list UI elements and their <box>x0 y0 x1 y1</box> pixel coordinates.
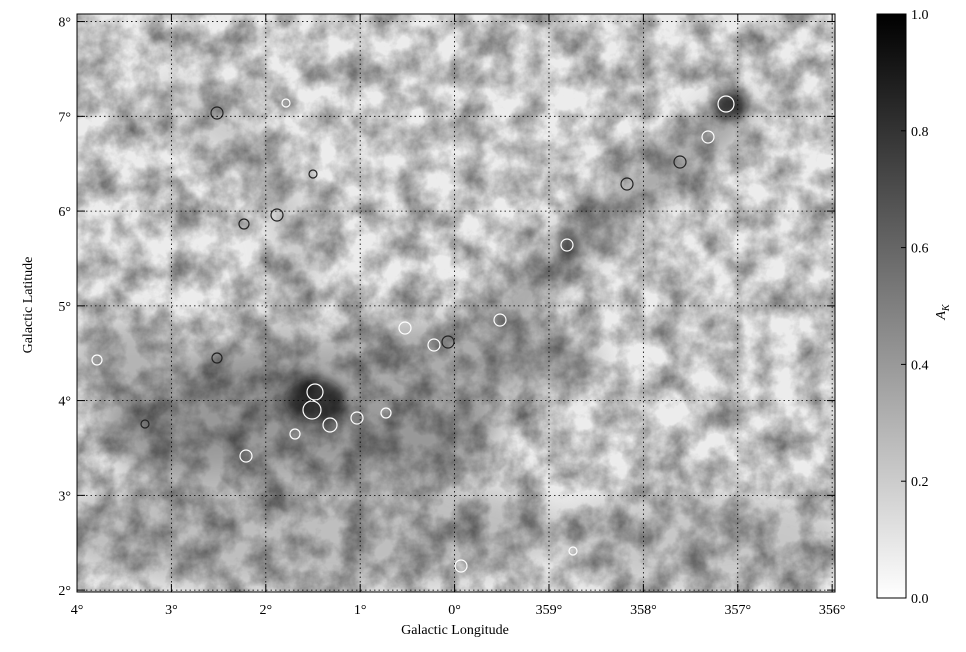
colorbar-tick-label: 0.6 <box>911 242 929 257</box>
colorbar-label: AK <box>934 303 952 321</box>
x-tick-label: 359° <box>536 603 563 618</box>
y-tick-label: 3° <box>58 489 71 504</box>
x-tick-label: 356° <box>819 603 846 618</box>
colorbar-tick-label: 1.0 <box>911 8 929 23</box>
extinction-map <box>77 14 835 592</box>
colorbar <box>876 13 907 599</box>
colorbar-label-main: A <box>934 311 949 321</box>
x-tick-label: 3° <box>165 603 178 618</box>
x-tick-label: 0° <box>448 603 461 618</box>
x-tick-label: 357° <box>724 603 751 618</box>
x-tick-label: 358° <box>630 603 657 618</box>
x-axis-label: Galactic Longitude <box>401 623 509 638</box>
colorbar-tick-label: 0.2 <box>911 475 929 490</box>
colorbar-tick-label: 0.0 <box>911 592 929 607</box>
y-tick-label: 6° <box>58 205 71 220</box>
y-tick-label: 8° <box>58 16 71 31</box>
y-tick-label: 7° <box>58 110 71 125</box>
colorbar-label-sub: K <box>941 303 952 312</box>
x-tick-label: 2° <box>259 603 272 618</box>
y-axis-label: Galactic Latitude <box>21 257 36 354</box>
colorbar-tick-label: 0.4 <box>911 358 929 373</box>
colorbar-tick-label: 0.8 <box>911 125 929 140</box>
y-tick-label: 4° <box>58 395 71 410</box>
source-circles <box>91 95 735 573</box>
y-tick-label: 5° <box>58 300 71 315</box>
y-tick-label: 2° <box>58 584 71 599</box>
x-tick-label: 4° <box>71 603 84 618</box>
x-tick-label: 1° <box>354 603 367 618</box>
